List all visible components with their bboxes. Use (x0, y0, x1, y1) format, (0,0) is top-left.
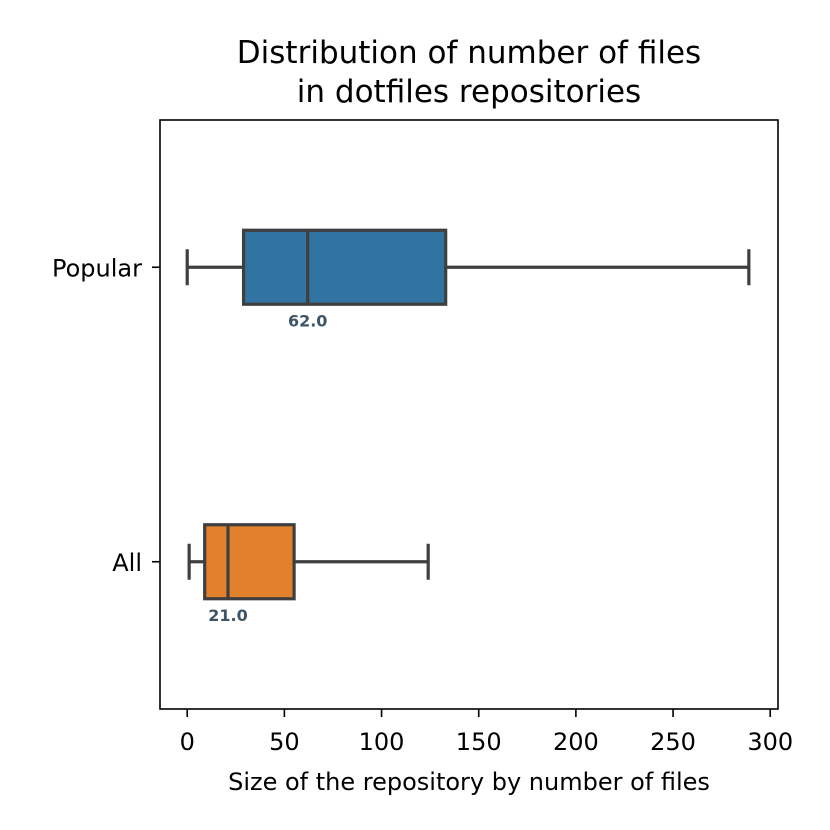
x-axis: 0 50 100 150 200 250 300 (180, 709, 793, 756)
x-tick-label-300: 300 (747, 728, 793, 756)
y-tick-label-all: All (112, 549, 142, 577)
box-group-all: 21.0 (187, 523, 430, 625)
chart-title-line-1: Distribution of number of files (237, 35, 701, 71)
x-tick-label-0: 0 (180, 728, 195, 756)
y-tick-label-popular: Popular (52, 254, 142, 282)
y-axis: Popular All (52, 254, 160, 577)
box-all (203, 523, 296, 601)
median-label-popular: 62.0 (288, 311, 327, 330)
box-popular (241, 228, 448, 306)
x-tick-label-250: 250 (650, 728, 696, 756)
plot-frame (159, 119, 779, 710)
x-tick-label-100: 100 (359, 728, 405, 756)
box-group-popular: 62.0 (185, 228, 751, 330)
plot-area: 62.0 21.0 (185, 228, 751, 625)
chart-title-line-2: in dotfiles repositories (297, 74, 641, 110)
median-label-all: 21.0 (208, 606, 247, 625)
x-axis-label: Size of the repository by number of file… (228, 768, 710, 796)
x-tick-label-150: 150 (456, 728, 502, 756)
x-tick-label-200: 200 (553, 728, 599, 756)
x-tick-label-50: 50 (269, 728, 300, 756)
